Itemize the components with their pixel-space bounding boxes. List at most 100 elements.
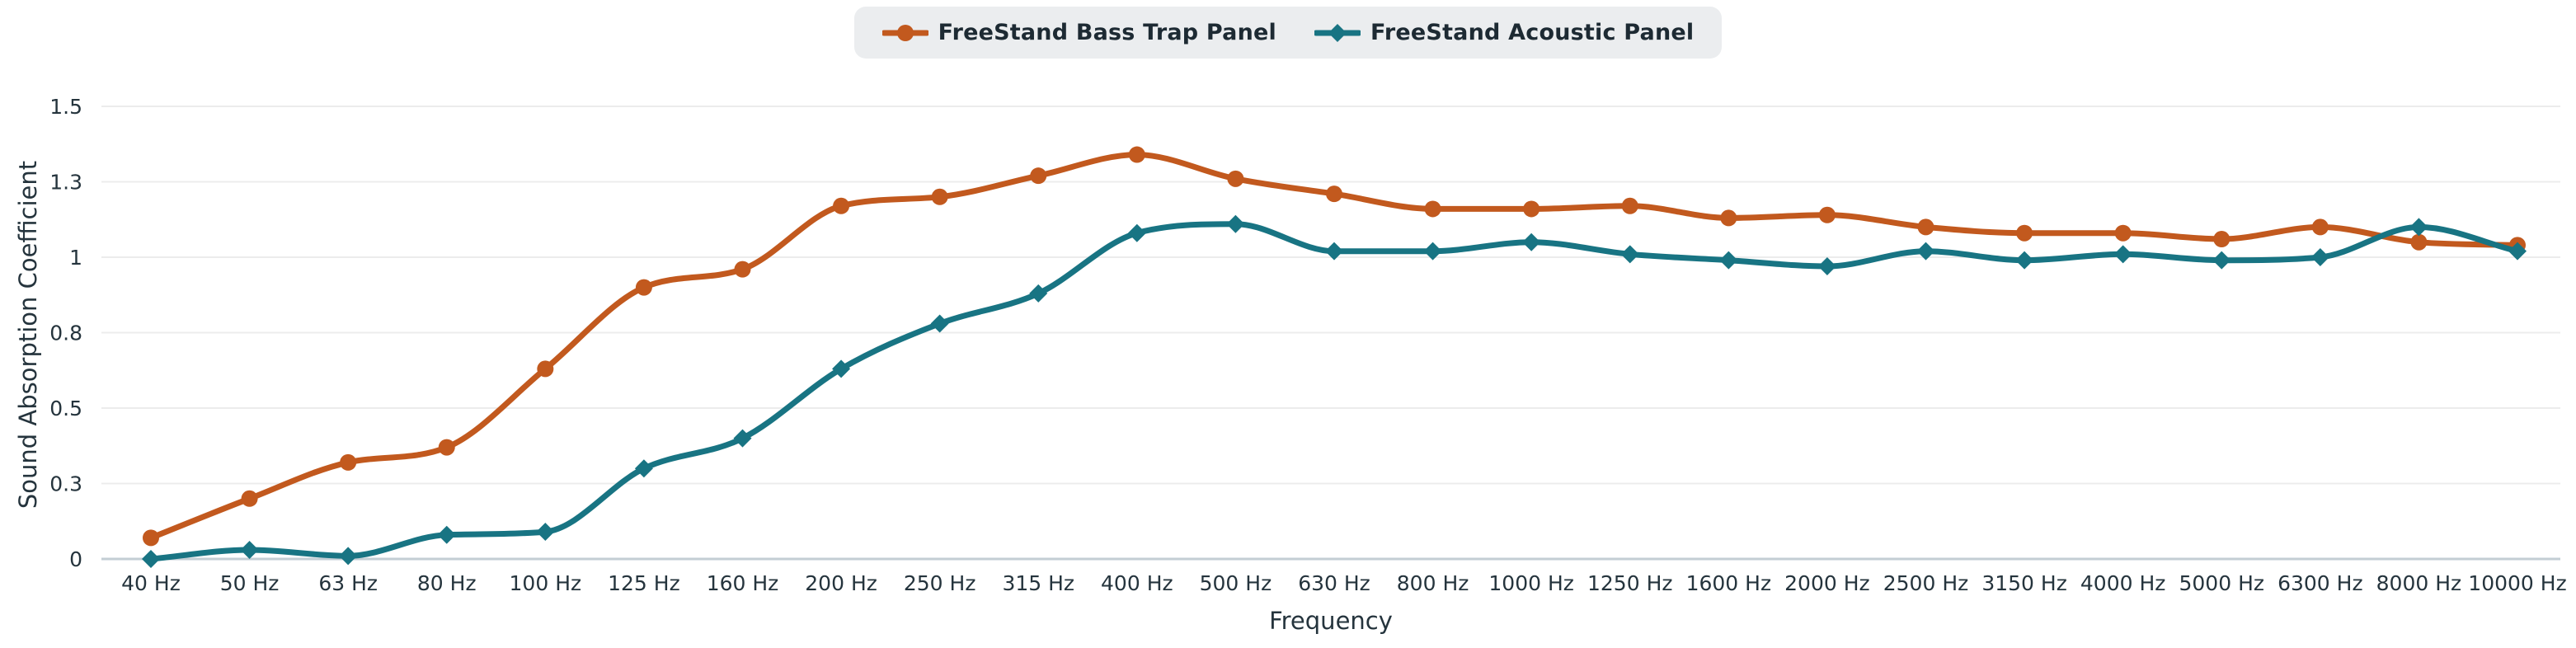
data-point-diamond: [142, 550, 160, 568]
x-tick-label: 400 Hz: [1101, 571, 1173, 595]
x-tick-label: 8000 Hz: [2376, 571, 2462, 595]
y-tick-label: 0.8: [49, 322, 82, 345]
x-axis-title: Frequency: [1269, 607, 1393, 635]
data-point-diamond: [2113, 245, 2132, 264]
x-tick-label: 4000 Hz: [2080, 571, 2166, 595]
x-tick-label: 630 Hz: [1298, 571, 1370, 595]
line-circle-marker-icon: [881, 21, 928, 45]
data-point-circle: [143, 529, 159, 547]
data-point-diamond: [2508, 242, 2527, 261]
data-point-diamond: [1423, 242, 1442, 261]
data-point-diamond: [2015, 251, 2034, 270]
data-point-circle: [1030, 167, 1047, 185]
data-point-diamond: [1029, 284, 1048, 303]
data-point-diamond: [1522, 232, 1541, 251]
legend-item-acoustic-panel[interactable]: FreeStand Acoustic Panel: [1314, 20, 1694, 45]
x-tick-label: 80 Hz: [417, 571, 477, 595]
legend-item-bass-trap-panel[interactable]: FreeStand Bass Trap Panel: [881, 20, 1276, 45]
y-tick-label: 0.5: [49, 397, 82, 420]
data-point-circle: [833, 197, 850, 214]
series-line-bass-trap: [148, 152, 2521, 541]
data-point-circle: [1128, 146, 1145, 163]
data-point-circle: [734, 261, 751, 278]
data-point-circle: [1227, 170, 1244, 187]
x-tick-label: 1600 Hz: [1686, 571, 1772, 595]
y-axis-title: Sound Absorption Coefficient: [14, 160, 42, 509]
x-axis-tick-labels: 40 Hz 50 Hz 63 Hz 80 Hz 100 Hz 125 Hz 160 Hz 20…: [121, 571, 2567, 595]
x-tick-label: 125 Hz: [608, 571, 680, 595]
data-point-diamond: [1620, 245, 1639, 264]
legend-pill: FreeStand Bass Trap Panel FreeStand Acou…: [853, 7, 1723, 59]
legend-label: FreeStand Acoustic Panel: [1370, 20, 1695, 45]
x-tick-label: 160 Hz: [707, 571, 779, 595]
data-point-diamond: [437, 525, 456, 544]
data-point-circle: [1917, 218, 1934, 236]
data-point-diamond: [930, 314, 949, 333]
y-tick-label: 1.5: [49, 95, 82, 119]
series-bass-trap: [143, 146, 2526, 547]
x-tick-label: 63 Hz: [318, 571, 378, 595]
data-point-diamond: [536, 523, 555, 542]
data-point-circle: [241, 490, 258, 507]
x-tick-label: 2000 Hz: [1784, 571, 1870, 595]
x-tick-label: 1000 Hz: [1488, 571, 1574, 595]
data-point-circle: [1621, 197, 1638, 214]
data-point-circle: [1424, 200, 1441, 218]
x-tick-label: 50 Hz: [220, 571, 280, 595]
y-tick-label: 0: [69, 547, 82, 571]
chart-legend: FreeStand Bass Trap Panel FreeStand Acou…: [0, 7, 2576, 59]
y-axis-tick-labels: 0 0.3 0.5 0.8 1 1.3 1.5: [49, 95, 82, 571]
series-line-acoustic: [148, 221, 2521, 562]
data-point-circle: [340, 453, 357, 471]
data-point-circle: [931, 188, 948, 205]
data-point-circle: [2213, 231, 2230, 248]
data-point-diamond: [1325, 242, 1343, 261]
x-tick-label: 250 Hz: [904, 571, 976, 595]
x-tick-label: 2500 Hz: [1883, 571, 1969, 595]
data-point-circle: [1720, 209, 1737, 227]
data-point-circle: [537, 360, 554, 378]
data-point-circle: [1818, 206, 1836, 223]
x-tick-label: 5000 Hz: [2179, 571, 2265, 595]
data-point-diamond: [1916, 242, 1935, 261]
x-tick-label: 10000 Hz: [2468, 571, 2566, 595]
data-point-diamond: [634, 459, 653, 478]
data-point-circle: [635, 279, 652, 296]
x-tick-label: 6300 Hz: [2278, 571, 2363, 595]
x-tick-label: 1250 Hz: [1587, 571, 1673, 595]
data-point-diamond: [1226, 214, 1245, 233]
x-tick-label: 100 Hz: [510, 571, 582, 595]
legend-label: FreeStand Bass Trap Panel: [938, 20, 1276, 45]
x-tick-label: 315 Hz: [1002, 571, 1074, 595]
data-point-circle: [1523, 200, 1540, 218]
data-point-diamond: [2310, 248, 2329, 266]
data-point-diamond: [832, 359, 851, 378]
y-tick-label: 0.3: [49, 472, 82, 496]
x-tick-label: 200 Hz: [805, 571, 877, 595]
data-point-diamond: [733, 429, 752, 448]
data-point-diamond: [2409, 218, 2428, 237]
data-point-diamond: [1817, 256, 1836, 275]
data-point-circle: [2016, 224, 2033, 242]
y-tick-label: 1: [69, 246, 82, 270]
y-tick-label: 1.3: [49, 171, 82, 195]
x-tick-label: 40 Hz: [121, 571, 181, 595]
series-acoustic: [142, 214, 2527, 568]
data-point-circle: [1326, 185, 1342, 203]
data-point-diamond: [339, 547, 358, 566]
line-diamond-marker-icon: [1314, 21, 1361, 45]
gridlines: [101, 106, 2560, 561]
data-point-circle: [438, 439, 455, 456]
x-tick-label: 500 Hz: [1200, 571, 1272, 595]
data-point-diamond: [1719, 251, 1738, 270]
data-point-diamond: [1127, 223, 1146, 242]
data-point-circle: [2311, 218, 2329, 236]
data-point-circle: [2114, 224, 2132, 242]
x-tick-label: 800 Hz: [1397, 571, 1469, 595]
x-tick-label: 3150 Hz: [1981, 571, 2067, 595]
data-point-diamond: [240, 541, 259, 560]
data-point-circle: [2410, 233, 2428, 251]
data-point-diamond: [2212, 251, 2231, 270]
